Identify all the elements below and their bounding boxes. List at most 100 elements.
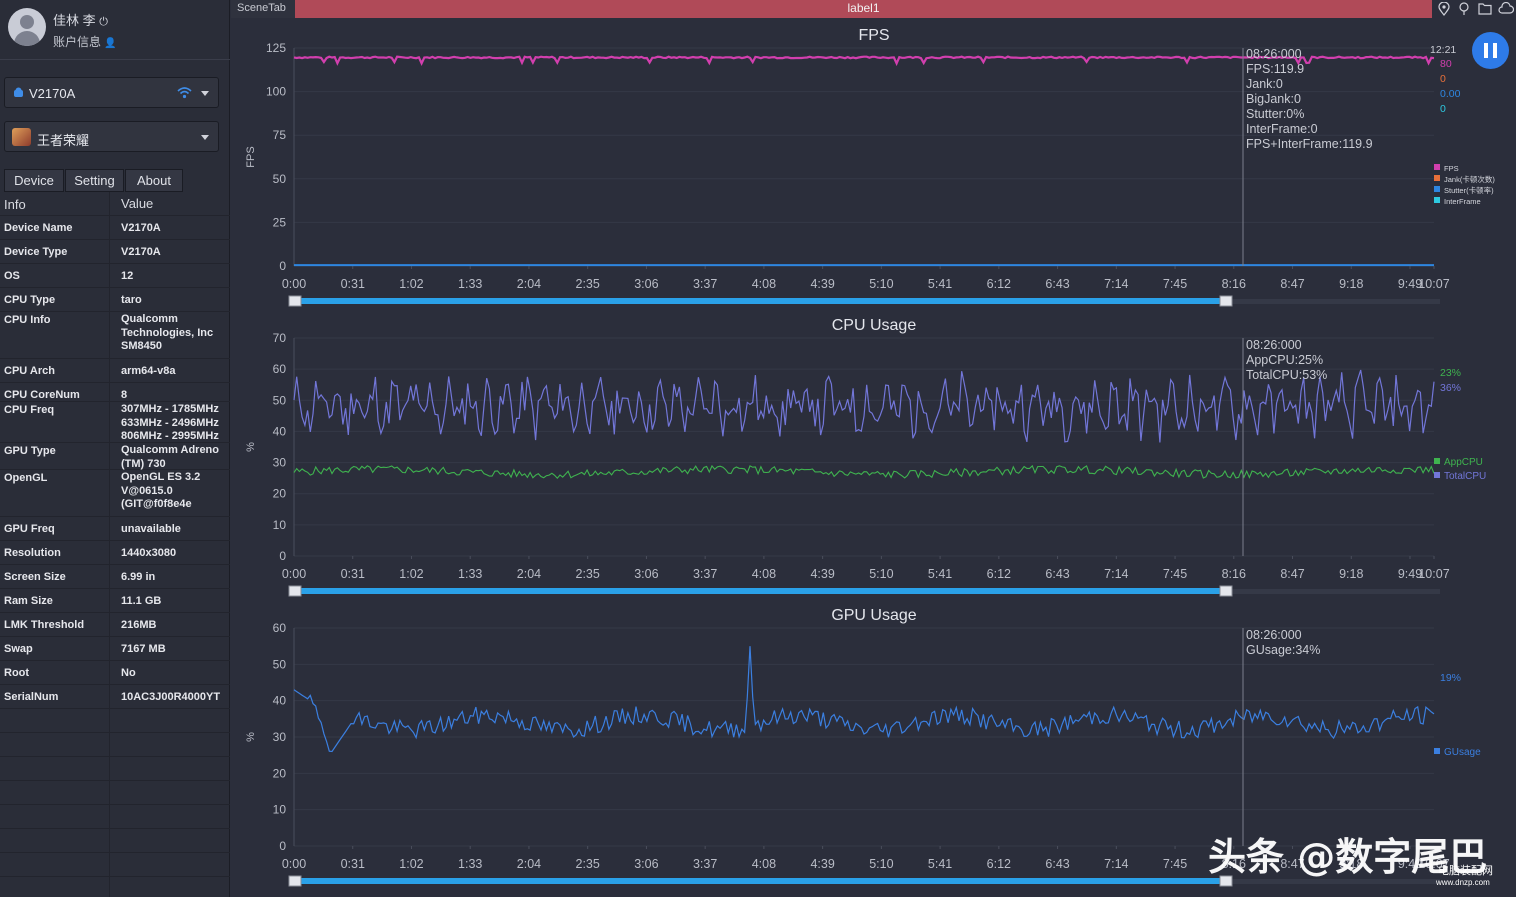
info-value: 12 xyxy=(121,270,134,282)
avatar[interactable] xyxy=(8,8,46,46)
x-tick-label: 1:33 xyxy=(458,567,482,581)
pause-button[interactable] xyxy=(1472,32,1509,69)
device-select[interactable]: V2170A xyxy=(4,77,219,108)
info-value: 8 xyxy=(121,389,128,401)
chart-title: FPS xyxy=(858,27,890,44)
table-row: Ram Size 11.1 GB xyxy=(0,589,230,613)
app-icon xyxy=(12,128,31,146)
legend-item[interactable]: AppCPU xyxy=(1434,456,1486,470)
y-tick-label: 50 xyxy=(273,657,287,671)
x-tick-label: 3:37 xyxy=(693,857,717,871)
x-tick-label: 2:04 xyxy=(517,567,541,581)
app-select[interactable]: 王者荣耀 xyxy=(4,121,219,152)
location-icon[interactable] xyxy=(1438,2,1450,16)
y-tick-label: 60 xyxy=(273,621,287,635)
y-tick-label: 40 xyxy=(273,694,287,708)
x-tick-label: 0:31 xyxy=(341,567,365,581)
info-key: CPU Type xyxy=(0,288,110,311)
legend-item[interactable]: GUsage xyxy=(1434,746,1481,760)
y-tick-label: 75 xyxy=(273,128,287,142)
tab-setting[interactable]: Setting xyxy=(65,169,124,192)
info-key: CPU Arch xyxy=(0,359,110,382)
info-key xyxy=(0,829,110,852)
cpu-legend: AppCPU TotalCPU xyxy=(1434,456,1486,484)
x-tick-label: 7:14 xyxy=(1104,857,1128,871)
cpu-chart[interactable]: 0 10 20 30 40 50 60 70 0:00 0:31 1:02 1:33 2:04 2:35 3… xyxy=(232,310,1516,600)
legend-item[interactable]: FPS xyxy=(1434,163,1495,174)
y-tick-label: 10 xyxy=(273,803,287,817)
x-tick-label: 9:18 xyxy=(1339,857,1363,871)
table-row: LMK Threshold 216MB xyxy=(0,613,230,637)
x-tick-label: 2:35 xyxy=(576,857,600,871)
y-tick-label: 20 xyxy=(273,487,287,501)
info-value: 6.99 in xyxy=(121,571,156,583)
x-tick-label: 1:02 xyxy=(399,857,423,871)
cloud-icon[interactable] xyxy=(1498,2,1514,15)
info-key: Screen Size xyxy=(0,565,110,588)
y-tick-label: 40 xyxy=(273,424,287,438)
legend-item[interactable]: Jank(卡顿次数) xyxy=(1434,174,1495,185)
info-value: V2170A xyxy=(121,246,161,258)
info-value: 10AC3J00R4000YT xyxy=(121,691,221,703)
info-key: CPU CoreNum xyxy=(0,383,110,401)
app-select-value: 王者荣耀 xyxy=(37,133,90,148)
table-row: OS 12 xyxy=(0,264,230,288)
fps-chart[interactable]: 0 25 50 75 100 125 0:00 0:31 1:02 1:33 2:04 2:35 3:0… xyxy=(232,20,1516,310)
info-value: V2170A xyxy=(121,222,161,234)
x-tick-label: 4:39 xyxy=(810,857,834,871)
x-tick-label: 9:18 xyxy=(1339,567,1363,581)
tab-about[interactable]: About xyxy=(125,169,183,192)
x-tick-label: 9:49 xyxy=(1398,277,1422,291)
table-row: CPU CoreNum 8 xyxy=(0,383,230,402)
x-tick-label: 3:37 xyxy=(693,567,717,581)
series-line-appcpu xyxy=(293,464,1435,480)
x-tick-label: 4:39 xyxy=(810,567,834,581)
x-tick-label: 0:00 xyxy=(282,567,306,581)
watermark-url: www.dnzp.com xyxy=(1436,878,1490,887)
info-key: SerialNum xyxy=(0,685,110,708)
x-tick-label: 4:08 xyxy=(752,567,776,581)
x-tick-label: 8:16 xyxy=(1222,277,1246,291)
y-tick-label: 20 xyxy=(273,766,287,780)
y-tick-label: 0 xyxy=(279,259,286,273)
table-row: Device Name V2170A xyxy=(0,216,230,240)
range-handle-left xyxy=(288,875,302,887)
tab-device[interactable]: Device xyxy=(4,169,64,192)
table-row: GPU Freq unavailable xyxy=(0,517,230,541)
legend-item[interactable]: Stutter(卡顿率) xyxy=(1434,185,1495,196)
gpu-chart[interactable]: 0 10 20 30 40 50 60 0:00 0:31 1:02 1:33 2:04 2:35 3:0… xyxy=(232,600,1516,890)
legend-item[interactable]: InterFrame xyxy=(1434,196,1495,207)
info-value: 7167 MB xyxy=(121,643,166,655)
pin-icon[interactable] xyxy=(1458,2,1470,16)
y-axis-label: FPS xyxy=(245,146,257,167)
android-icon xyxy=(14,87,23,97)
account-info-link[interactable]: 账户信息 👤 xyxy=(53,35,117,49)
info-key: CPU Freq xyxy=(0,402,110,442)
label-bar[interactable]: label1 xyxy=(295,0,1432,18)
x-tick-label: 8:47 xyxy=(1280,857,1304,871)
scene-tab[interactable]: SceneTab xyxy=(231,0,295,18)
info-key: Root xyxy=(0,661,110,684)
chevron-down-icon xyxy=(201,91,209,96)
info-value: Qualcomm Technologies, Inc SM8450 xyxy=(121,313,214,352)
info-key xyxy=(0,733,110,756)
info-key xyxy=(0,781,110,804)
table-row: Screen Size 6.99 in xyxy=(0,565,230,589)
info-key: Ram Size xyxy=(0,589,110,612)
x-tick-label: 6:12 xyxy=(987,567,1011,581)
power-icon[interactable]: ⏻ xyxy=(99,16,108,28)
x-tick-label: 9:18 xyxy=(1339,277,1363,291)
table-row: OpenGL OpenGL ES 3.2 V@0615.0 (GIT@f0f8e4… xyxy=(0,470,230,517)
info-key xyxy=(0,709,110,732)
cursor-annotation: 08:26:000 AppCPU:25% TotalCPU:53% xyxy=(1246,338,1328,382)
y-tick-label: 50 xyxy=(273,172,287,186)
legend-item[interactable]: TotalCPU xyxy=(1434,470,1486,484)
x-tick-label: 1:02 xyxy=(399,567,423,581)
account-icon: 👤 xyxy=(104,38,117,49)
info-value: unavailable xyxy=(121,523,181,535)
x-tick-label: 10:07 xyxy=(1418,567,1449,581)
right-value-fps: 80 xyxy=(1440,58,1452,70)
table-row: GPU Type Qualcomm Adreno (TM) 730 xyxy=(0,443,230,470)
folder-icon[interactable] xyxy=(1478,2,1492,15)
